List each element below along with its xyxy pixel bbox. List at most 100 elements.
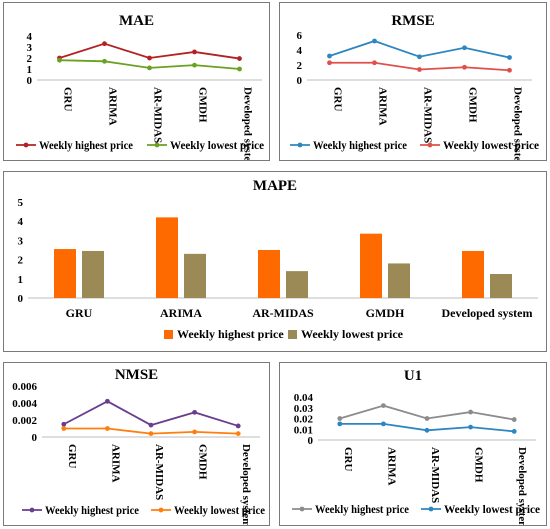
- rmse-x-tick-label: Developed system: [512, 87, 524, 160]
- mape-bar: [360, 233, 382, 298]
- rmse-y-tick-label: 2: [297, 60, 303, 72]
- u1-y-tick-label: 0.02: [294, 414, 314, 426]
- rmse-title: RMSE: [391, 13, 434, 29]
- u1-point: [468, 409, 473, 415]
- rmse-legend-label: Weekly highest price: [313, 140, 407, 152]
- u1-legend-label: Weekly lowest price: [444, 504, 540, 516]
- u1-point: [424, 416, 430, 421]
- nmse-title: NMSE: [115, 367, 158, 383]
- mae-title: MAE: [119, 13, 154, 29]
- rmse-x-tick-label: AR-MIDAS: [422, 87, 434, 143]
- rmse-point: [327, 60, 332, 66]
- mae-point: [102, 58, 107, 64]
- mape-legend-label: Weekly lowest price: [301, 327, 404, 341]
- rmse-legend-marker: [297, 142, 303, 148]
- mae-point: [147, 55, 152, 61]
- u1-point: [381, 421, 386, 427]
- mape-legend-label: Weekly highest price: [177, 327, 284, 341]
- u1-point: [337, 416, 343, 421]
- mape-bar: [54, 249, 76, 298]
- nmse-y-tick-label: 0: [32, 432, 38, 444]
- mae-point: [57, 57, 62, 63]
- mae-y-tick-label: 1: [27, 64, 33, 76]
- mape-x-tick-label: AR-MIDAS: [252, 306, 314, 320]
- u1-chart-panel: U1 0 0.01 0.02 0.03 0.04 GRU ARIMA AR-MIDAS GMDH D…: [279, 362, 547, 526]
- u1-title: U1: [404, 368, 422, 384]
- mape-bar: [286, 271, 308, 298]
- u1-point: [337, 421, 343, 427]
- rmse-point: [507, 67, 512, 73]
- u1-point: [511, 429, 517, 434]
- nmse-point: [148, 431, 154, 436]
- mae-point: [102, 41, 107, 47]
- u1-x-tick-label: GRU: [342, 447, 354, 472]
- nmse-chart: NMSE 0 0.002 0.004 0.006 GRU ARIMA AR-MIDAS GMDH…: [12, 367, 265, 525]
- mae-point: [192, 49, 197, 55]
- rmse-y-tick-label: 4: [297, 45, 303, 57]
- mape-x-tick-label: GMDH: [366, 306, 405, 320]
- mae-legend-label: Weekly highest price: [39, 140, 133, 152]
- nmse-point: [235, 431, 241, 436]
- rmse-point: [462, 64, 467, 70]
- mape-bar: [462, 250, 484, 298]
- mape-y-tick-label: 2: [18, 255, 24, 267]
- rmse-legend-marker: [427, 142, 433, 148]
- rmse-point: [417, 54, 422, 60]
- u1-legend-label: Weekly highest price: [315, 504, 409, 516]
- mape-x-tick-label: GRU: [66, 306, 93, 320]
- nmse-series-line: [63, 400, 239, 427]
- mae-legend-marker: [154, 142, 160, 148]
- nmse-x-tick-label: GMDH: [197, 444, 209, 480]
- nmse-x-tick-label: GRU: [66, 444, 78, 469]
- mae-point: [237, 66, 242, 72]
- rmse-point: [462, 45, 467, 51]
- u1-chart: U1 00.010.020.030.04 GRU ARIMA AR-MIDAS GMDH D…: [292, 368, 540, 525]
- nmse-point: [192, 429, 198, 435]
- u1-x-tick-label: AR-MIDAS: [429, 447, 441, 503]
- mae-y-tick-label: 2: [27, 53, 33, 65]
- mae-x-tick-label: GRU: [62, 87, 74, 112]
- nmse-point: [192, 409, 198, 415]
- nmse-point: [148, 422, 154, 428]
- mape-legend-swatch: [164, 330, 173, 339]
- rmse-point: [372, 60, 377, 66]
- nmse-y-tick-label: 0.002: [12, 415, 37, 427]
- rmse-point: [327, 53, 332, 59]
- nmse-point: [105, 426, 110, 431]
- nmse-legend-marker: [158, 507, 164, 513]
- mape-bar: [258, 250, 280, 298]
- u1-legend-marker: [428, 506, 434, 512]
- u1-point: [381, 403, 386, 408]
- nmse-point: [61, 426, 67, 431]
- mae-legend-marker: [23, 142, 29, 148]
- mape-legend-swatch: [288, 330, 297, 339]
- rmse-legend-label: Weekly lowest price: [443, 140, 539, 152]
- mae-x-tick-label: Developed system: [242, 87, 254, 160]
- nmse-x-tick-label: AR-MIDAS: [153, 444, 165, 500]
- nmse-legend-label: Weekly highest price: [45, 505, 139, 517]
- u1-y-tick-label: 0.04: [294, 392, 314, 404]
- rmse-x-tick-label: GMDH: [467, 87, 479, 123]
- rmse-point: [507, 55, 512, 60]
- mape-bar: [156, 217, 178, 298]
- mae-y-tick-label: 4: [27, 31, 33, 43]
- rmse-x-tick-label: ARIMA: [377, 87, 389, 126]
- rmse-x-tick-label: GRU: [332, 87, 344, 112]
- rmse-y-tick-label: 6: [297, 30, 303, 42]
- u1-point: [424, 427, 430, 433]
- rmse-point: [372, 38, 377, 44]
- mae-y-tick-label: 0: [27, 75, 33, 87]
- nmse-x-tick-label: Developed system: [240, 444, 252, 525]
- u1-y-tick-label: 0: [308, 435, 314, 447]
- u1-y-tick-label: 0.01: [294, 424, 313, 436]
- u1-point: [468, 424, 473, 430]
- mape-x-tick-label: ARIMA: [160, 306, 202, 320]
- mape-y-tick-label: 5: [18, 197, 24, 209]
- mape-title: MAPE: [253, 178, 297, 194]
- u1-y-tick-label: 0.03: [294, 403, 314, 415]
- mape-y-tick-label: 0: [18, 293, 24, 305]
- mae-x-tick-label: GMDH: [197, 87, 209, 123]
- mape-chart-panel: MAPE 0 1 2 3 4 5 GRU ARIMA AR-MIDAS GMDH Developed …: [3, 171, 547, 352]
- mae-y-tick-label: 3: [27, 42, 33, 54]
